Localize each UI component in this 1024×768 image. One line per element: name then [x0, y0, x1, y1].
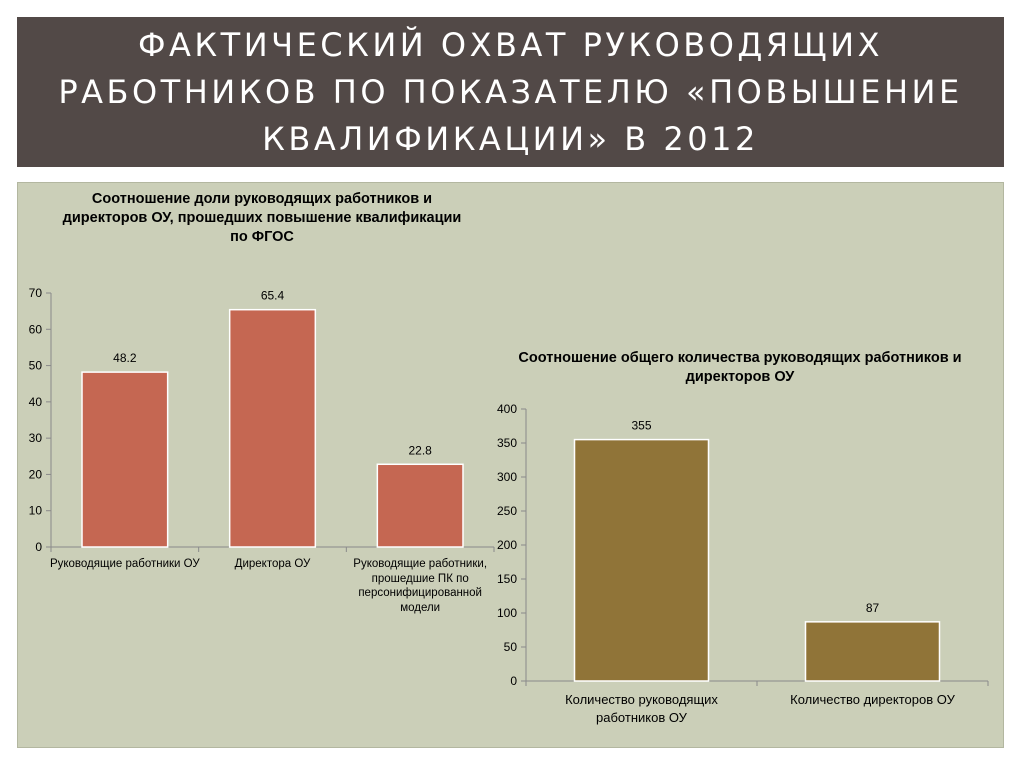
chart1-y-tick-label: 70: [29, 286, 43, 300]
chart1-data-label: 22.8: [408, 443, 432, 457]
chart2-category-label: Количество директоров ОУ: [790, 692, 955, 707]
chart1-y-tick-label: 0: [35, 540, 42, 554]
slide-title-bar: ФАКТИЧЕСКИЙ ОХВАТ РУКОВОДЯЩИХ РАБОТНИКОВ…: [17, 17, 1004, 167]
chart1-bar: [228, 308, 317, 548]
chart2-data-label: 355: [631, 419, 651, 433]
chart2-category-label: Количество руководящих работников ОУ: [565, 692, 718, 725]
chart1-data-label: 48.2: [113, 351, 137, 365]
chart1-category-label: Директора ОУ: [234, 558, 311, 570]
chart1-bar: [376, 463, 464, 548]
chart1-y-tick-label: 60: [29, 322, 43, 336]
chart1-bar: [81, 371, 169, 548]
chart2-y-tick-label: 150: [497, 572, 517, 586]
chart2-y-tick-label: 50: [504, 640, 518, 654]
chart1-y-tick-label: 50: [29, 359, 43, 373]
chart2-y-tick-label: 350: [497, 436, 517, 450]
chart2-y-tick-label: 250: [497, 504, 517, 518]
slide-title: ФАКТИЧЕСКИЙ ОХВАТ РУКОВОДЯЩИХ РАБОТНИКОВ…: [58, 25, 963, 158]
chart1-title: Соотношение доли руководящих работников …: [62, 191, 462, 245]
chart1-y-tick-label: 40: [29, 395, 43, 409]
chart2-y-tick-label: 100: [497, 606, 517, 620]
chart2-bar: [804, 621, 941, 682]
chart1-y-tick-label: 30: [29, 431, 43, 445]
chart2-data-label: 87: [866, 601, 880, 615]
chart2-y-tick-label: 400: [497, 402, 517, 416]
chart2-y-tick-label: 0: [510, 674, 517, 688]
chart1-category-label: Руководящие работники ОУ: [49, 558, 200, 570]
chart1-y-tick-label: 20: [29, 467, 43, 481]
chart2-title: Соотношение общего количества руководящи…: [518, 350, 962, 385]
chart2-bar: [573, 438, 710, 682]
chart2-y-tick-label: 300: [497, 470, 517, 484]
chart1-y-tick-label: 10: [29, 504, 43, 518]
chart1-data-label: 65.4: [261, 289, 285, 303]
chart2-y-tick-label: 200: [497, 538, 517, 552]
chart1-category-label: Руководящие работники, прошедшие ПК по п…: [353, 558, 488, 614]
